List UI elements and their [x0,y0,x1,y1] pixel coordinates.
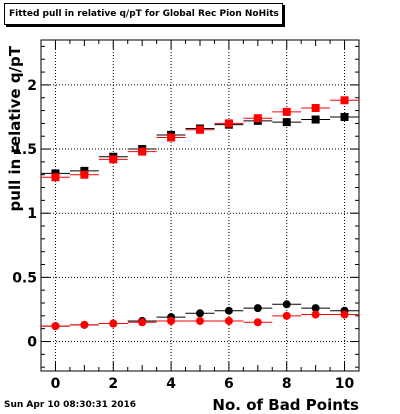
y-axis-title: pull in relative q/pT [6,45,24,211]
data-point-circle [224,306,233,315]
axis-ticks [40,40,360,371]
chart-title: Fitted pull in relative q/pT for Global … [4,3,283,25]
y-tick-label-4: 2 [27,78,37,94]
y-tick-label-3: 1.5 [12,142,37,158]
x-tick-label-2: 2 [108,376,118,392]
data-point-circle [109,319,118,328]
data-points [41,96,359,331]
data-point-circle [138,318,147,327]
y-tick-label-2: 1 [27,206,37,222]
data-point-circle [340,310,349,319]
data-point-circle [196,309,204,318]
data-point-square [340,96,349,105]
data-point-circle [51,322,60,331]
x-axis-title: No. of Bad Points [212,396,359,414]
data-point-circle [80,320,89,329]
data-point-square [80,170,89,179]
data-point-square [311,115,320,124]
timestamp: Sun Apr 10 08:30:31 2016 [4,400,137,410]
x-tick-label-6: 6 [224,376,234,392]
data-point-square [311,103,320,112]
data-point-circle [253,304,262,313]
data-point-square [253,114,262,123]
x-tick-label-0: 0 [51,376,61,392]
data-point-circle [167,316,176,325]
data-point-square [196,125,204,134]
data-point-square [224,119,233,128]
y-tick-label-1: 0.5 [12,270,37,286]
data-point-square [282,107,291,116]
data-point-circle [282,311,291,320]
data-point-circle [311,304,320,313]
data-point-square [138,147,147,156]
data-point-square [167,133,176,142]
data-point-square [109,155,118,164]
x-tick-label-10: 10 [335,376,355,392]
data-point-square [340,112,349,121]
data-point-square [282,118,291,127]
data-point-circle [253,318,262,327]
grid-lines [41,40,359,371]
data-point-circle [196,316,204,325]
data-point-circle [224,316,233,325]
data-point-square [51,173,60,182]
data-point-circle [311,310,320,319]
data-point-circle [282,300,291,309]
x-tick-label-4: 4 [166,376,176,392]
x-tick-label-8: 8 [282,376,292,392]
y-tick-label-0: 0 [27,334,37,350]
tick-labels: 0 2 4 6 8 10 0 0.5 1 1.5 2 [12,78,354,392]
